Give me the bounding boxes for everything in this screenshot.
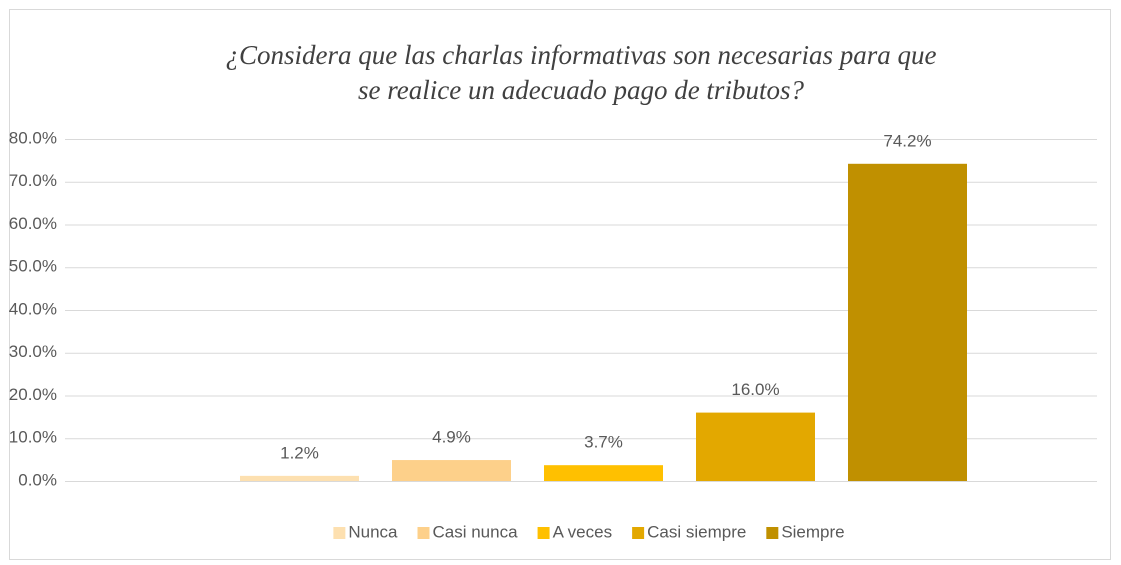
legend-swatch — [632, 527, 645, 539]
legend-label: A veces — [553, 522, 613, 541]
legend-swatch — [333, 527, 346, 539]
data-label: 16.0% — [731, 380, 779, 399]
bar — [240, 475, 359, 481]
legend-swatch — [417, 527, 430, 539]
y-tick-label: 50.0% — [9, 257, 57, 276]
y-tick-label: 0.0% — [18, 470, 57, 489]
bar — [392, 460, 511, 481]
y-tick-label: 20.0% — [9, 385, 57, 404]
legend-label: Siempre — [781, 522, 844, 541]
data-label: 74.2% — [883, 131, 931, 150]
y-tick-label: 10.0% — [9, 428, 57, 447]
bar — [696, 412, 815, 481]
bar — [544, 465, 663, 481]
bar — [848, 163, 967, 482]
data-label: 1.2% — [280, 443, 319, 462]
chart-border — [9, 9, 1111, 560]
data-label: 4.9% — [432, 428, 471, 447]
legend-swatch — [537, 527, 550, 539]
y-tick-label: 70.0% — [9, 171, 57, 190]
data-label: 3.7% — [584, 433, 623, 452]
legend-label: Casi siempre — [647, 522, 746, 541]
y-tick-label: 40.0% — [9, 299, 57, 318]
legend-swatch — [766, 527, 779, 539]
chart-title: ¿Considera que las charlas informativas … — [225, 40, 937, 105]
legend-label: Nunca — [348, 522, 398, 541]
y-tick-label: 80.0% — [9, 128, 57, 147]
legend-label: Casi nunca — [433, 522, 519, 541]
y-tick-label: 60.0% — [9, 214, 57, 233]
y-tick-label: 30.0% — [9, 342, 57, 361]
